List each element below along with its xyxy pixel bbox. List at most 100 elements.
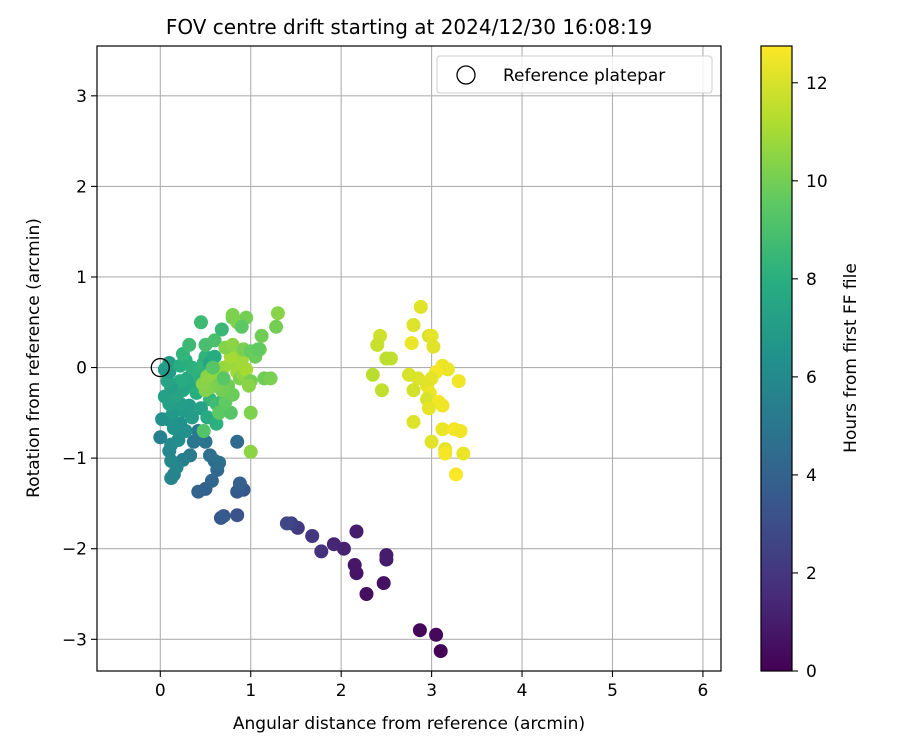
data-point [212, 405, 227, 420]
data-point [347, 558, 362, 572]
data-point [270, 306, 285, 321]
colorbar-gradient [760, 45, 793, 672]
data-point [164, 471, 179, 486]
data-point [232, 476, 247, 491]
data-point [413, 299, 428, 314]
data-point [379, 548, 394, 563]
data-point [254, 328, 269, 343]
data-point [155, 412, 170, 427]
x-tick-label: 2 [336, 681, 347, 701]
data-point [374, 383, 389, 398]
data-point [370, 337, 385, 352]
plot-frame [96, 45, 722, 672]
colorbar-ticks: 0 2 4 6 8 10 12 [792, 74, 828, 682]
y-tick-label: 3 [76, 87, 87, 107]
data-point [426, 339, 441, 354]
data-point [230, 508, 245, 523]
data-point [186, 434, 201, 449]
x-tick-label: 1 [245, 681, 256, 701]
data-point [198, 434, 213, 449]
data-point [209, 416, 224, 431]
data-point [314, 544, 329, 559]
data-point [212, 455, 227, 470]
y-axis-label: Rotation from reference (arcmin) [24, 218, 44, 498]
colorbar-tick-label: 8 [806, 270, 817, 290]
data-point [279, 516, 294, 531]
y-axis-ticks: −3 −2 −1 0 1 2 3 [62, 87, 97, 650]
data-point [205, 360, 220, 375]
colorbar-tick-label: 0 [806, 662, 817, 682]
x-axis-label: Angular distance from reference (arcmin) [233, 714, 585, 734]
data-point [223, 405, 238, 420]
data-point [435, 398, 450, 413]
y-tick-label: 1 [76, 268, 87, 288]
data-point [243, 405, 258, 420]
data-point [207, 349, 222, 364]
data-point [456, 446, 471, 461]
data-point [421, 401, 436, 416]
data-point [376, 576, 391, 591]
data-point [207, 333, 222, 348]
data-point [404, 336, 419, 351]
data-point [251, 342, 265, 357]
data-point [379, 351, 394, 366]
data-point [433, 644, 448, 659]
x-tick-label: 5 [607, 681, 618, 701]
data-point [196, 424, 211, 438]
data-point [424, 328, 439, 343]
data-point [216, 509, 231, 524]
data-point [451, 374, 466, 389]
colorbar-tick-label: 2 [806, 564, 817, 584]
legend-box [436, 55, 713, 94]
legend-marker-icon [456, 65, 476, 85]
data-point [162, 356, 177, 370]
data-point [365, 367, 380, 382]
data-point [241, 378, 256, 393]
data-point [191, 484, 206, 499]
data-point [234, 319, 249, 334]
data-points [153, 299, 471, 659]
colorbar-tick-label: 4 [806, 466, 817, 486]
data-point [204, 473, 219, 488]
data-point [406, 318, 421, 332]
data-point [326, 537, 341, 552]
x-tick-label: 4 [517, 681, 528, 701]
data-point [214, 322, 229, 337]
data-point [269, 319, 284, 334]
data-point [216, 371, 231, 386]
x-tick-label: 3 [426, 681, 437, 701]
data-point [429, 627, 444, 642]
x-tick-label: 6 [697, 681, 708, 701]
data-point [406, 383, 421, 398]
reference-platepar-marker [150, 357, 170, 378]
data-point [406, 414, 421, 429]
colorbar-tick-label: 6 [806, 368, 817, 388]
data-point [182, 337, 197, 352]
colorbar-tick-label: 10 [806, 172, 828, 192]
y-tick-label: −2 [62, 540, 87, 560]
data-point [185, 410, 199, 425]
colorbar-label: Hours from first FF file [841, 263, 861, 453]
data-point [412, 623, 427, 638]
reference-point [150, 357, 170, 378]
legend-entry-reference-platepar: Reference platepar [503, 66, 665, 86]
data-point [435, 422, 450, 437]
colorbar-tick-label: 12 [806, 74, 828, 94]
data-point [153, 430, 168, 445]
data-point [359, 587, 374, 601]
data-point [453, 424, 468, 438]
y-tick-label: −1 [62, 449, 87, 469]
data-point [424, 434, 439, 449]
data-point [230, 434, 245, 449]
data-point [305, 529, 320, 543]
data-point [438, 446, 453, 461]
y-tick-label: −3 [62, 630, 87, 650]
colorbar: 0 2 4 6 8 10 12 Hours from first FF file [760, 45, 861, 682]
data-point [263, 371, 278, 386]
data-point [349, 524, 364, 539]
chart-title: FOV centre drift starting at 2024/12/30 … [166, 15, 652, 39]
data-point [440, 362, 455, 377]
data-point [225, 308, 240, 322]
y-tick-label: 0 [76, 359, 87, 379]
